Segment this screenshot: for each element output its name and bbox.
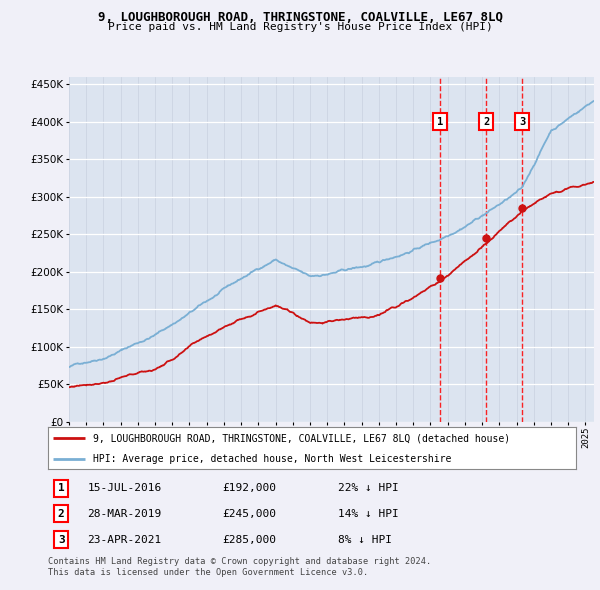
- Text: £245,000: £245,000: [222, 509, 276, 519]
- Text: Price paid vs. HM Land Registry's House Price Index (HPI): Price paid vs. HM Land Registry's House …: [107, 22, 493, 32]
- Text: 22% ↓ HPI: 22% ↓ HPI: [338, 483, 399, 493]
- Text: 2: 2: [483, 117, 490, 127]
- Text: 1: 1: [437, 117, 443, 127]
- Text: 9, LOUGHBOROUGH ROAD, THRINGSTONE, COALVILLE, LE67 8LQ (detached house): 9, LOUGHBOROUGH ROAD, THRINGSTONE, COALV…: [93, 434, 510, 444]
- Text: 3: 3: [519, 117, 525, 127]
- Text: This data is licensed under the Open Government Licence v3.0.: This data is licensed under the Open Gov…: [48, 568, 368, 576]
- Text: 9, LOUGHBOROUGH ROAD, THRINGSTONE, COALVILLE, LE67 8LQ: 9, LOUGHBOROUGH ROAD, THRINGSTONE, COALV…: [97, 11, 503, 24]
- Text: 8% ↓ HPI: 8% ↓ HPI: [338, 535, 392, 545]
- Text: £285,000: £285,000: [222, 535, 276, 545]
- Text: HPI: Average price, detached house, North West Leicestershire: HPI: Average price, detached house, Nort…: [93, 454, 451, 464]
- Text: 2: 2: [58, 509, 65, 519]
- Text: 3: 3: [58, 535, 65, 545]
- Text: 23-APR-2021: 23-APR-2021: [88, 535, 162, 545]
- Text: 15-JUL-2016: 15-JUL-2016: [88, 483, 162, 493]
- Text: 28-MAR-2019: 28-MAR-2019: [88, 509, 162, 519]
- Text: 1: 1: [58, 483, 65, 493]
- Text: £192,000: £192,000: [222, 483, 276, 493]
- Text: 14% ↓ HPI: 14% ↓ HPI: [338, 509, 399, 519]
- Text: Contains HM Land Registry data © Crown copyright and database right 2024.: Contains HM Land Registry data © Crown c…: [48, 557, 431, 566]
